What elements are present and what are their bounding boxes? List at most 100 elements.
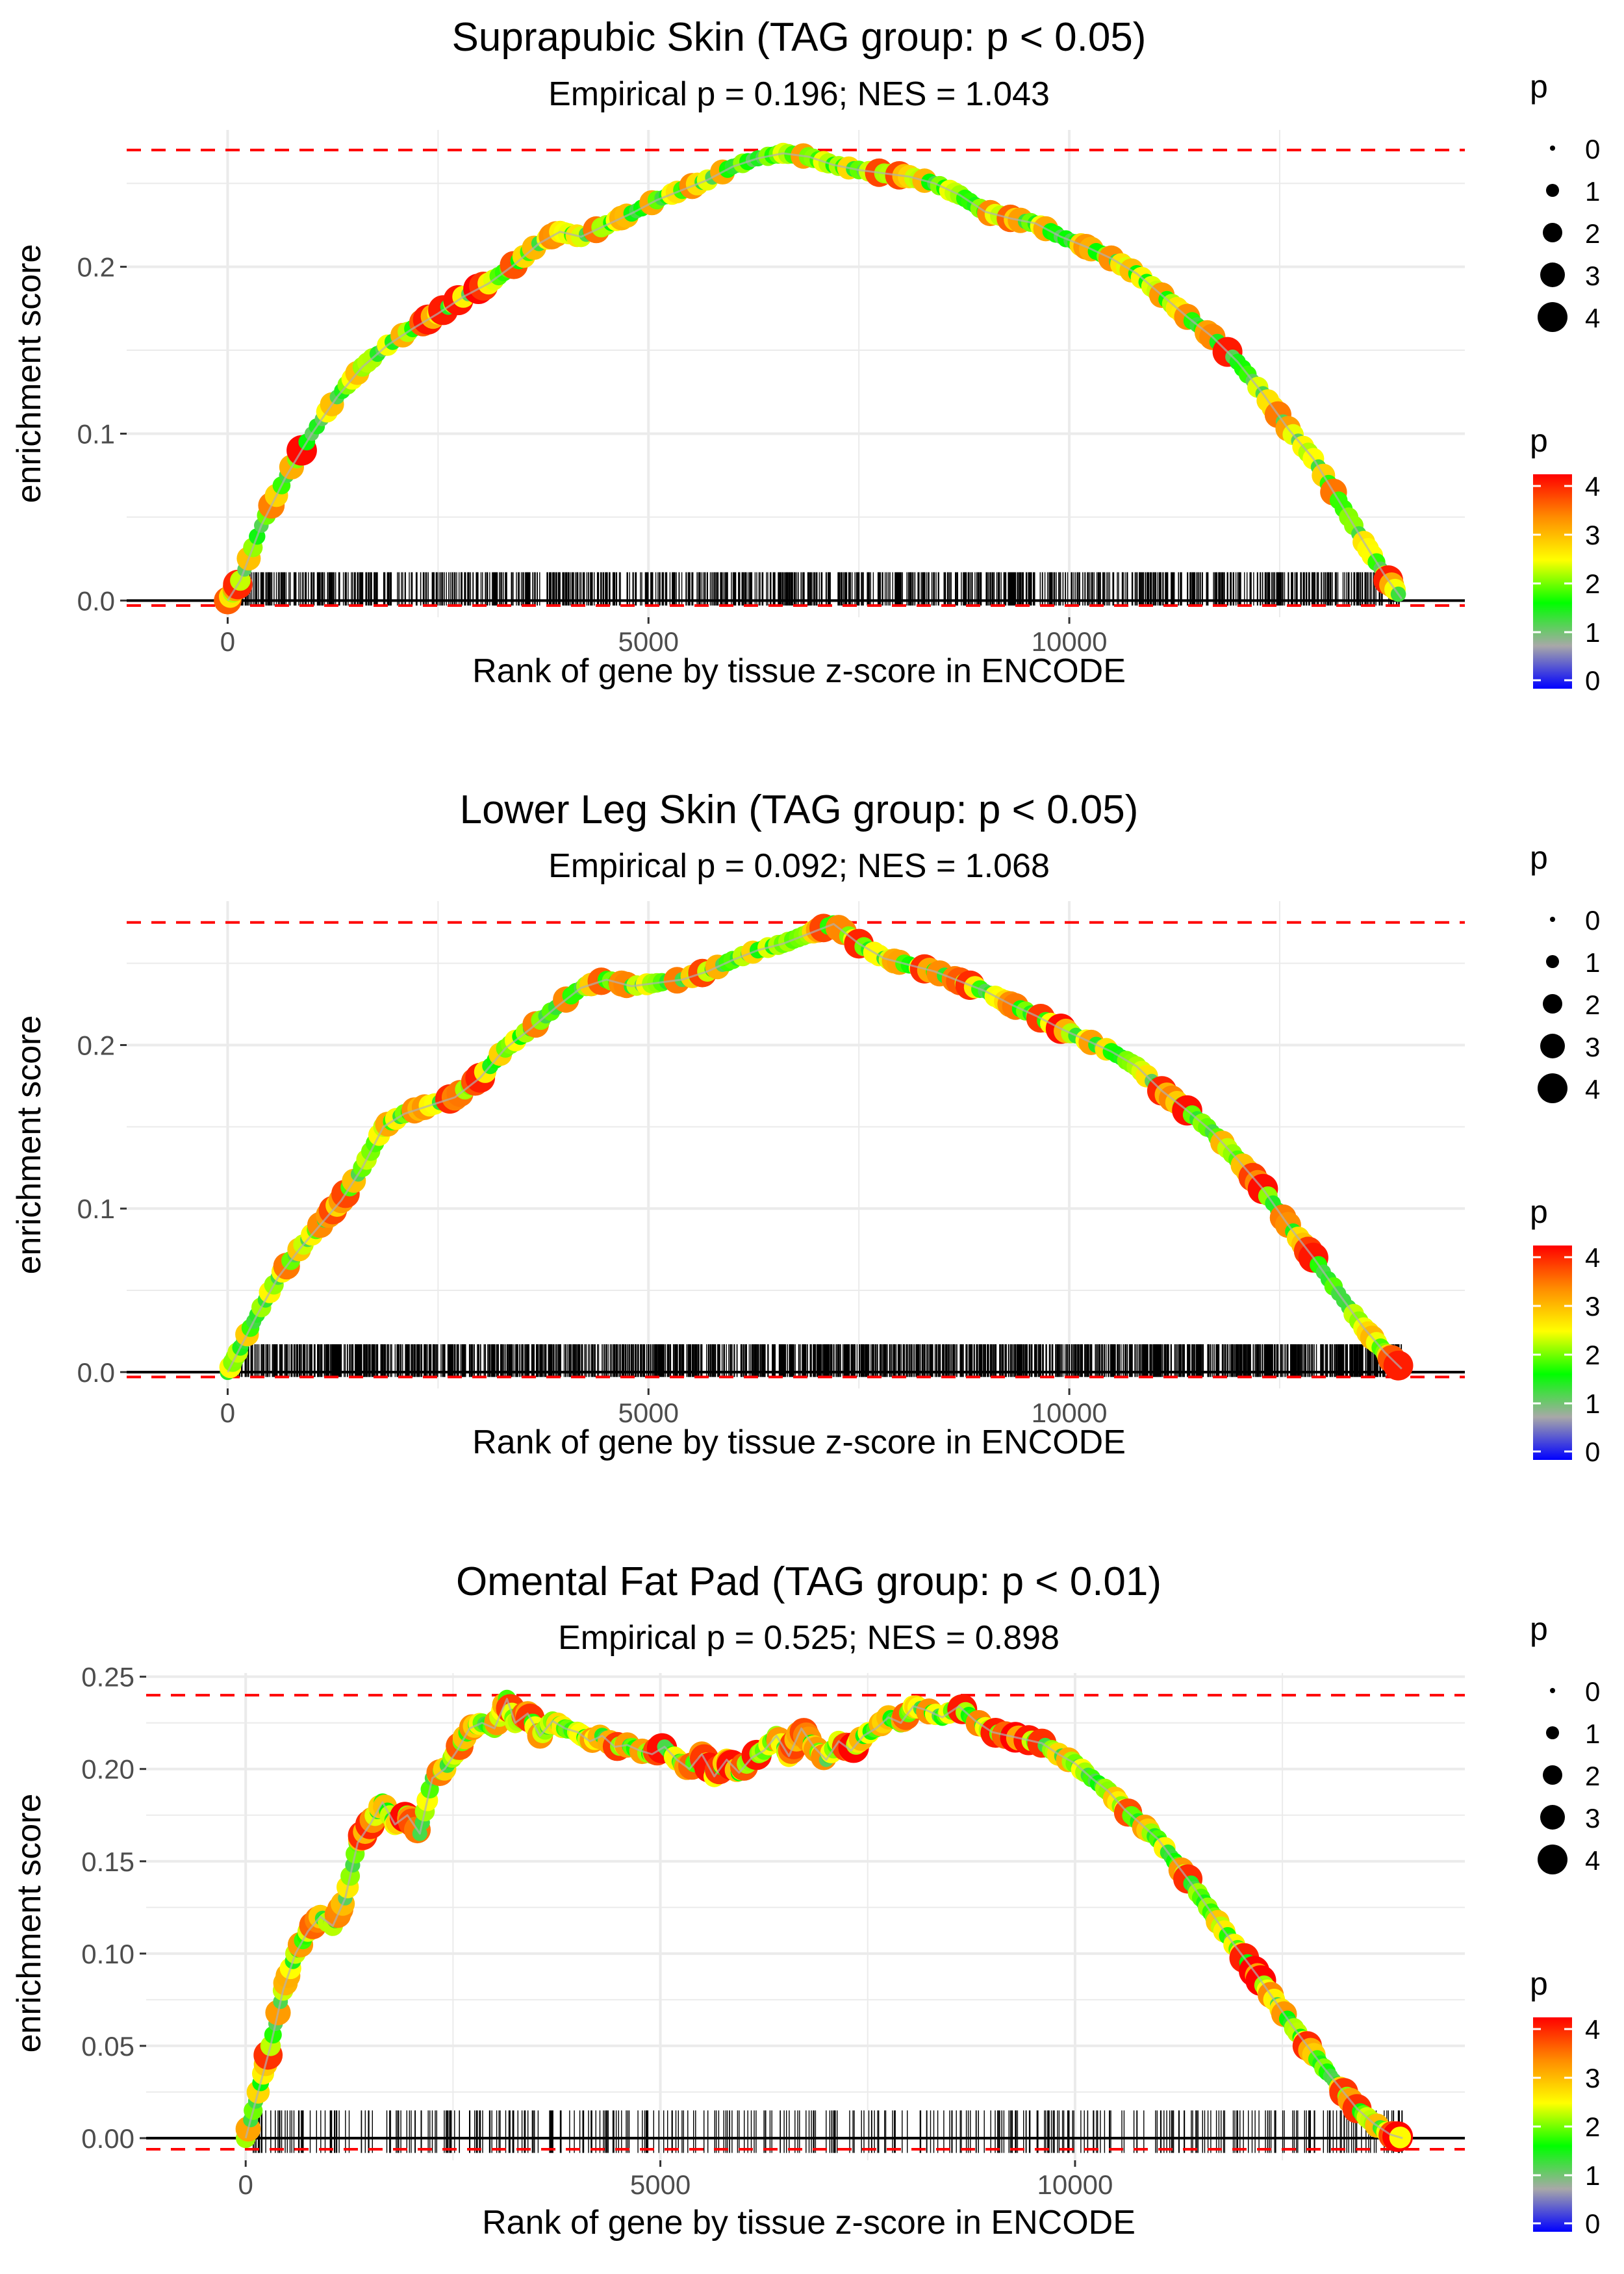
size-legend-label-3: 3 [1585, 1803, 1600, 1833]
y-tick-label: 0.2 [77, 1030, 115, 1060]
panel-2-title: Lower Leg Skin (TAG group: p < 0.05) [460, 787, 1139, 832]
color-legend-label-0: 0 [1585, 665, 1600, 696]
x-tick-label: 5000 [618, 1398, 679, 1428]
size-legend-key-2 [1543, 994, 1562, 1014]
panel-3-size-legend: p 0 1 2 3 4 [1530, 1611, 1600, 1876]
gene-hit-rug [253, 2110, 1403, 2153]
size-legend-title: p [1530, 68, 1548, 105]
panel-2-color-legend: p 4 3 2 1 0 [1530, 1194, 1600, 1467]
color-legend-label-4: 4 [1585, 2014, 1600, 2045]
panel-2-size-legend: p 0 1 2 3 4 [1530, 839, 1600, 1105]
panel-2: Lower Leg Skin (TAG group: p < 0.05) Emp… [10, 787, 1600, 1467]
size-legend-key-3 [1540, 262, 1565, 287]
size-legend-key-4 [1538, 1073, 1567, 1103]
color-legend-bar [1533, 474, 1572, 689]
size-legend-label-3: 3 [1585, 1032, 1600, 1062]
color-legend-label-1: 1 [1585, 2160, 1600, 2191]
size-legend-label-1: 1 [1585, 176, 1600, 207]
size-legend-label-0: 0 [1585, 134, 1600, 164]
color-legend-label-4: 4 [1585, 1242, 1600, 1273]
x-tick-label: 10000 [1032, 1398, 1108, 1428]
size-legend-key-2 [1543, 1765, 1562, 1785]
x-tick-label: 10000 [1037, 2169, 1113, 2200]
x-tick-label: 5000 [618, 626, 679, 657]
panel-1-subtitle: Empirical p = 0.196; NES = 1.043 [548, 75, 1050, 113]
color-legend-label-2: 2 [1585, 568, 1600, 599]
gene-hit-rug [232, 572, 1400, 606]
size-legend-key-2 [1543, 223, 1562, 242]
panel-3-x-axis-label: Rank of gene by tissue z-score in ENCODE [482, 2204, 1136, 2242]
panel-3-title: Omental Fat Pad (TAG group: p < 0.01) [456, 1559, 1161, 1604]
y-tick-label: 0.00 [81, 2123, 134, 2154]
gene-hit-ticks [253, 2110, 1403, 2153]
y-tick-label: 0.25 [81, 1662, 134, 1693]
color-legend-label-4: 4 [1585, 471, 1600, 502]
panel-3-y-axis-label: enrichment score [10, 1794, 48, 2053]
panel-1-size-legend: p 0 1 2 3 4 [1530, 68, 1600, 333]
panel-1-y-axis-label: enrichment score [10, 244, 48, 504]
panel-1-color-legend: p 4 3 2 1 0 [1530, 422, 1600, 696]
color-legend-label-3: 3 [1585, 520, 1600, 550]
enrichment-points [219, 913, 1414, 1381]
enrichment-trace [244, 1698, 1403, 2140]
size-legend-key-3 [1540, 1805, 1565, 1830]
color-legend-label-0: 0 [1585, 1437, 1600, 1467]
color-legend-title: p [1530, 422, 1548, 459]
size-legend-label-4: 4 [1585, 1074, 1600, 1105]
y-tick-label: 0.05 [81, 2031, 134, 2062]
grid-minor [127, 130, 1465, 617]
color-legend-bar [1533, 1246, 1572, 1460]
x-tick-label: 0 [220, 1398, 235, 1428]
panel-1-title: Suprapubic Skin (TAG group: p < 0.05) [452, 15, 1147, 60]
panel-2-subtitle: Empirical p = 0.092; NES = 1.068 [548, 847, 1050, 885]
color-legend-title: p [1530, 1194, 1548, 1230]
size-legend-key-0 [1550, 1688, 1555, 1693]
color-legend-label-3: 3 [1585, 1291, 1600, 1322]
gene-hit-ticks [231, 1344, 1402, 1377]
panel-1-plot-area: 0 5000 10000 0.0 0.1 0.2 [77, 130, 1465, 657]
panel-3: Omental Fat Pad (TAG group: p < 0.01) Em… [10, 1559, 1600, 2242]
size-legend-label-0: 0 [1585, 905, 1600, 936]
color-legend-bar [1533, 2017, 1572, 2232]
enrichment-trace [227, 152, 1403, 602]
y-tick-label: 0.1 [77, 418, 115, 449]
y-tick-label: 0.10 [81, 1939, 134, 1969]
size-legend-key-0 [1550, 917, 1555, 922]
x-tick-label: 0 [238, 2169, 253, 2200]
size-legend-label-3: 3 [1585, 261, 1600, 291]
size-legend-key-1 [1546, 955, 1559, 968]
size-legend-label-2: 2 [1585, 1761, 1600, 1791]
y-tick-label: 0.2 [77, 252, 115, 283]
gene-hit-rug [231, 1344, 1402, 1377]
grid-minor [127, 901, 1465, 1388]
color-legend-label-1: 1 [1585, 1388, 1600, 1419]
size-legend-key-1 [1546, 184, 1559, 197]
size-legend-label-1: 1 [1585, 1718, 1600, 1749]
x-tick-label: 0 [220, 626, 235, 657]
y-tick-label: 0.1 [77, 1194, 115, 1224]
panel-3-subtitle: Empirical p = 0.525; NES = 0.898 [558, 1619, 1059, 1657]
size-legend-label-0: 0 [1585, 1676, 1600, 1707]
size-legend-title: p [1530, 839, 1548, 876]
enrichment-curve [225, 151, 1404, 602]
y-tick-label: 0.0 [77, 1357, 115, 1388]
size-legend-key-4 [1538, 1845, 1567, 1874]
panel-2-plot-area: 0 5000 10000 0.0 0.1 0.2 [77, 901, 1465, 1428]
color-legend-label-0: 0 [1585, 2208, 1600, 2239]
size-legend-key-4 [1538, 302, 1567, 332]
enrichment-trace [227, 923, 1402, 1373]
gene-hit-ticks [232, 572, 1400, 606]
size-legend-key-0 [1550, 146, 1555, 151]
size-legend-label-2: 2 [1585, 990, 1600, 1020]
color-legend-label-1: 1 [1585, 617, 1600, 648]
panel-3-plot-area: 0 5000 10000 0.00 0.05 0.10 0.15 0.20 0.25 [81, 1662, 1465, 2200]
color-legend-label-3: 3 [1585, 2063, 1600, 2093]
x-tick-label: 10000 [1032, 626, 1108, 657]
size-legend-label-4: 4 [1585, 303, 1600, 333]
size-legend-key-3 [1540, 1034, 1565, 1058]
size-legend-key-1 [1546, 1726, 1559, 1739]
panel-1-x-axis-label: Rank of gene by tissue z-score in ENCODE [472, 652, 1126, 690]
panel-2-y-axis-label: enrichment score [10, 1016, 48, 1275]
size-legend-title: p [1530, 1611, 1548, 1647]
